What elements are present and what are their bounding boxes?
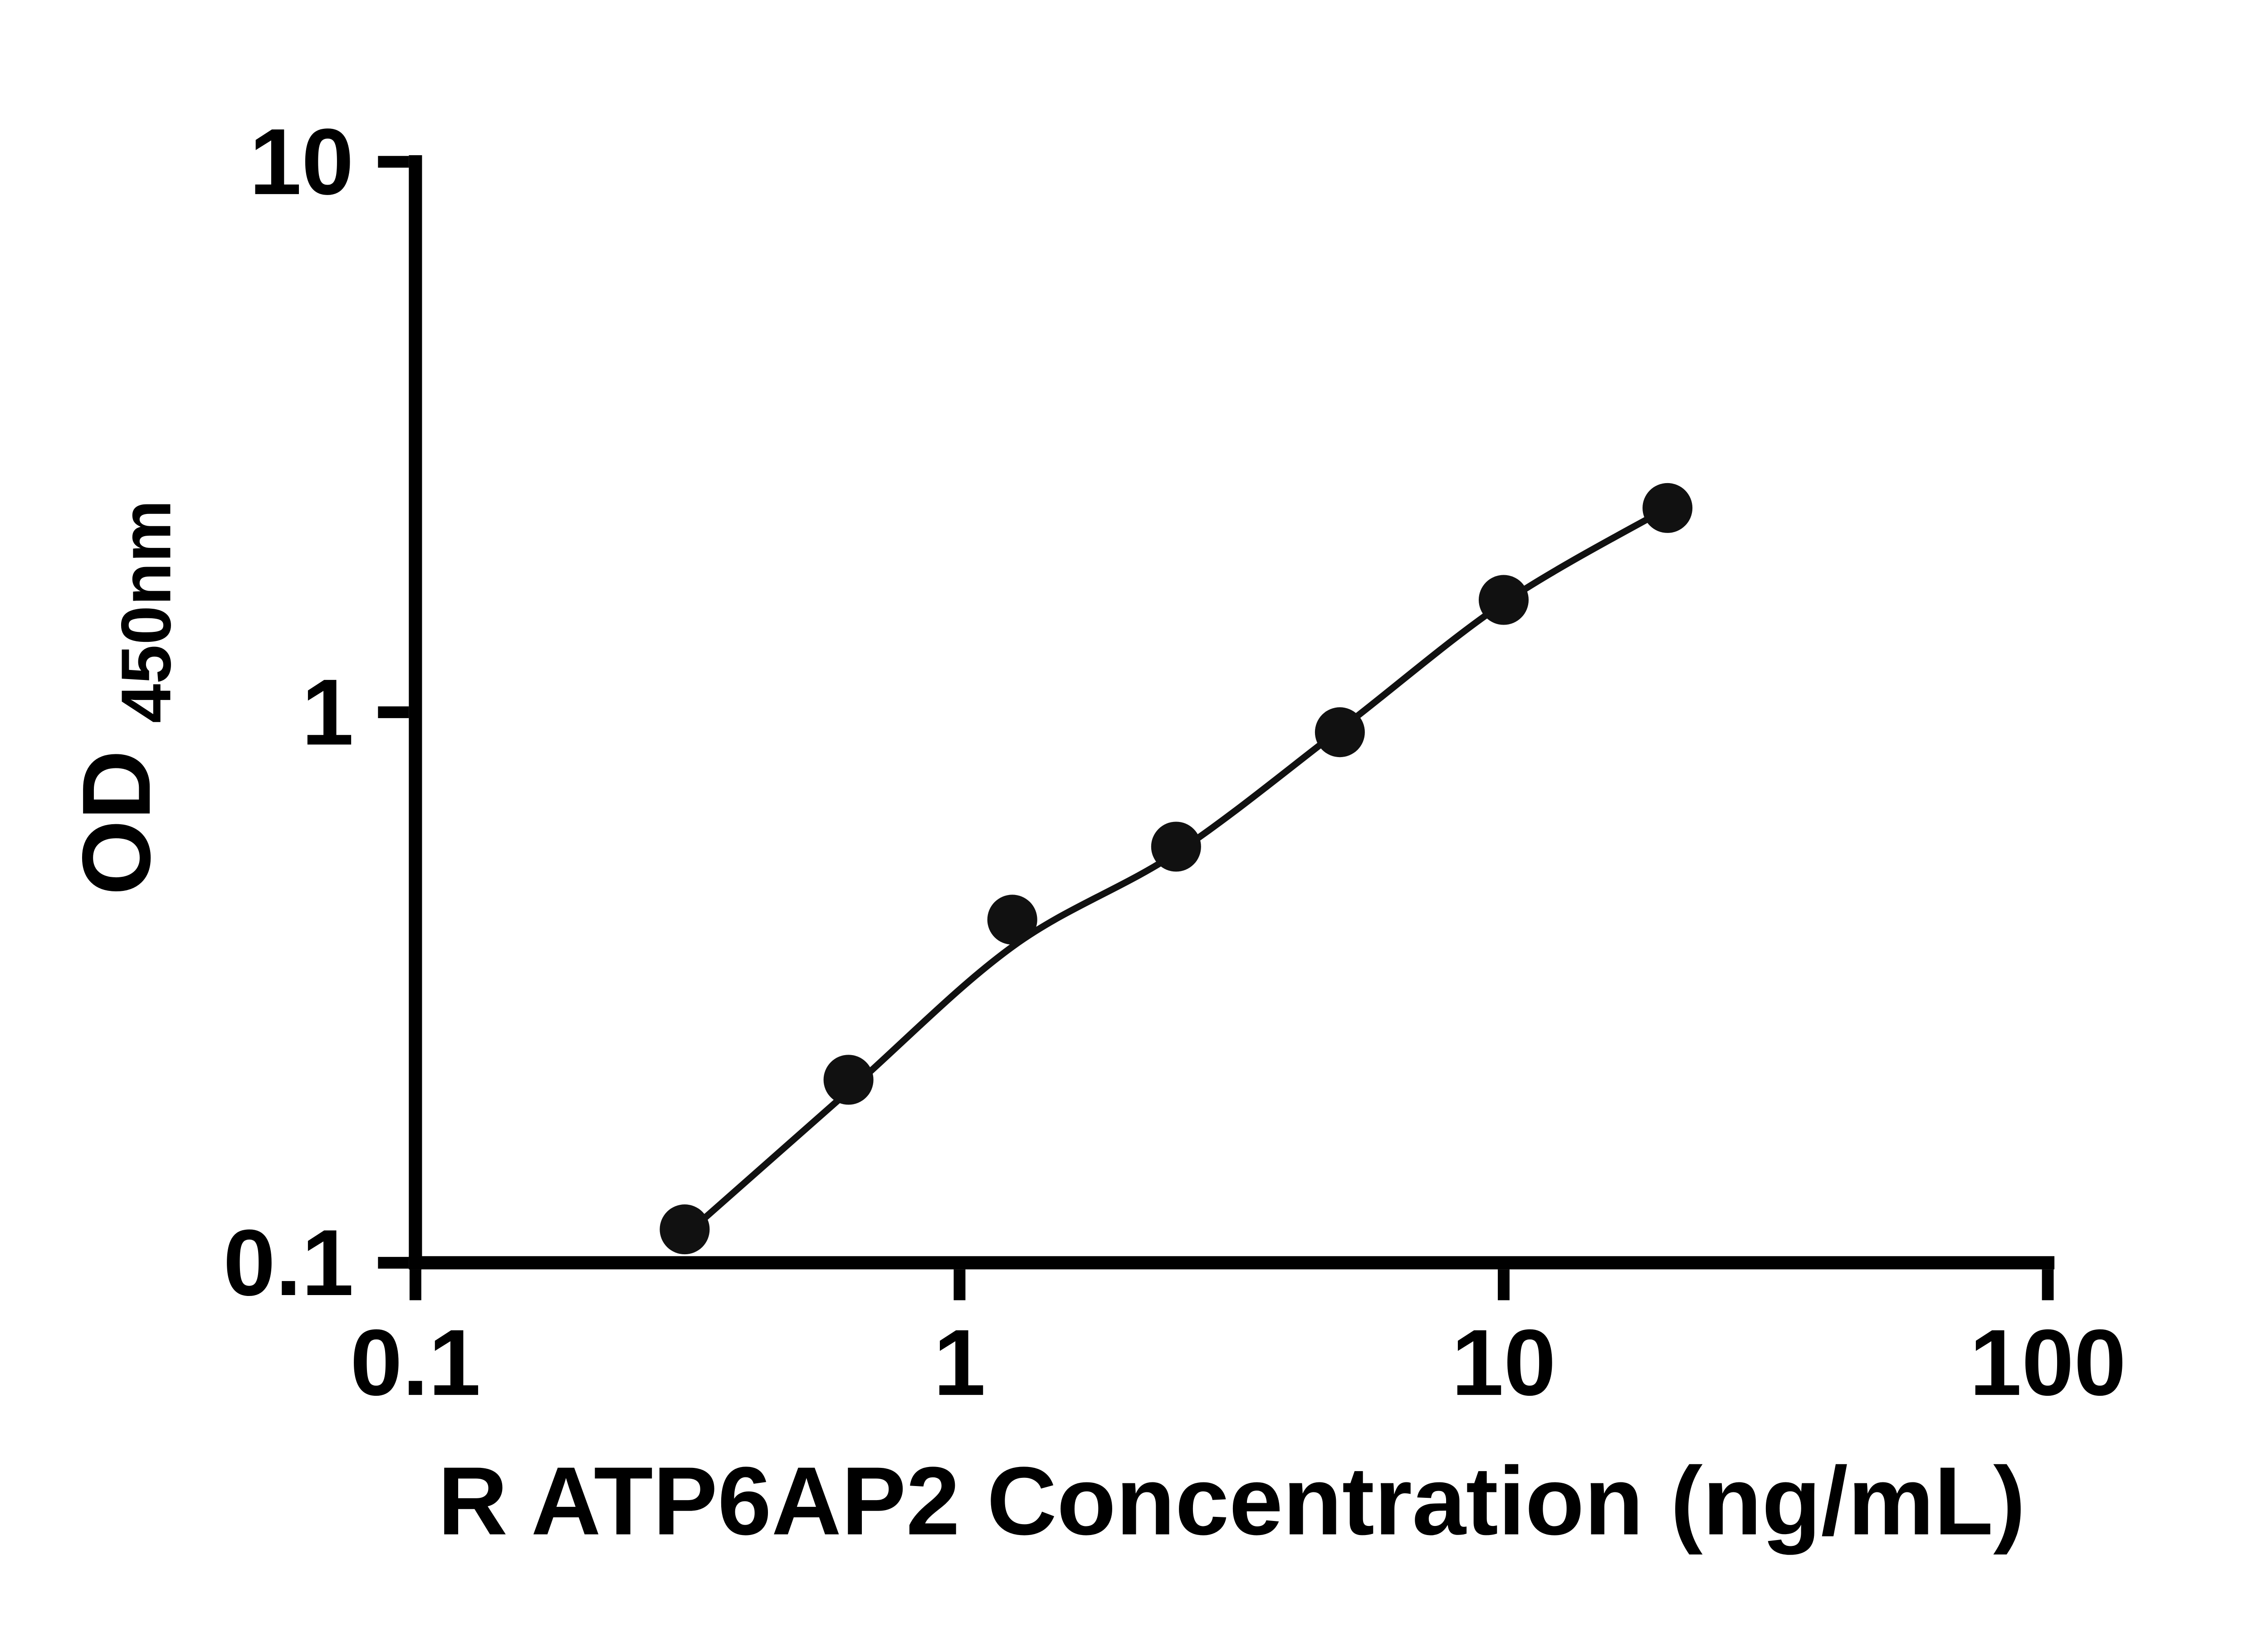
data-point bbox=[823, 1055, 874, 1105]
data-point bbox=[1642, 483, 1693, 533]
y-axis-title-sub: 450nm bbox=[106, 500, 185, 723]
y-axis-title-main: OD bbox=[63, 750, 171, 895]
data-point bbox=[1478, 575, 1529, 625]
data-point bbox=[1315, 707, 1365, 758]
y-tick-label: 0.1 bbox=[223, 1210, 354, 1315]
x-tick-label: 10 bbox=[1452, 1310, 1556, 1415]
data-point bbox=[987, 895, 1037, 945]
y-tick-label: 1 bbox=[302, 660, 354, 764]
x-tick-label: 100 bbox=[1970, 1310, 2126, 1415]
x-tick-label: 1 bbox=[934, 1310, 986, 1415]
x-axis-title: R ATP6AP2 Concentration (ng/mL) bbox=[438, 1447, 2025, 1555]
y-axis-title: OD 450nm bbox=[63, 500, 185, 895]
x-tick-label: 0.1 bbox=[350, 1310, 481, 1415]
y-tick-label: 10 bbox=[249, 109, 354, 214]
data-point bbox=[1151, 821, 1201, 872]
data-point bbox=[660, 1204, 710, 1255]
